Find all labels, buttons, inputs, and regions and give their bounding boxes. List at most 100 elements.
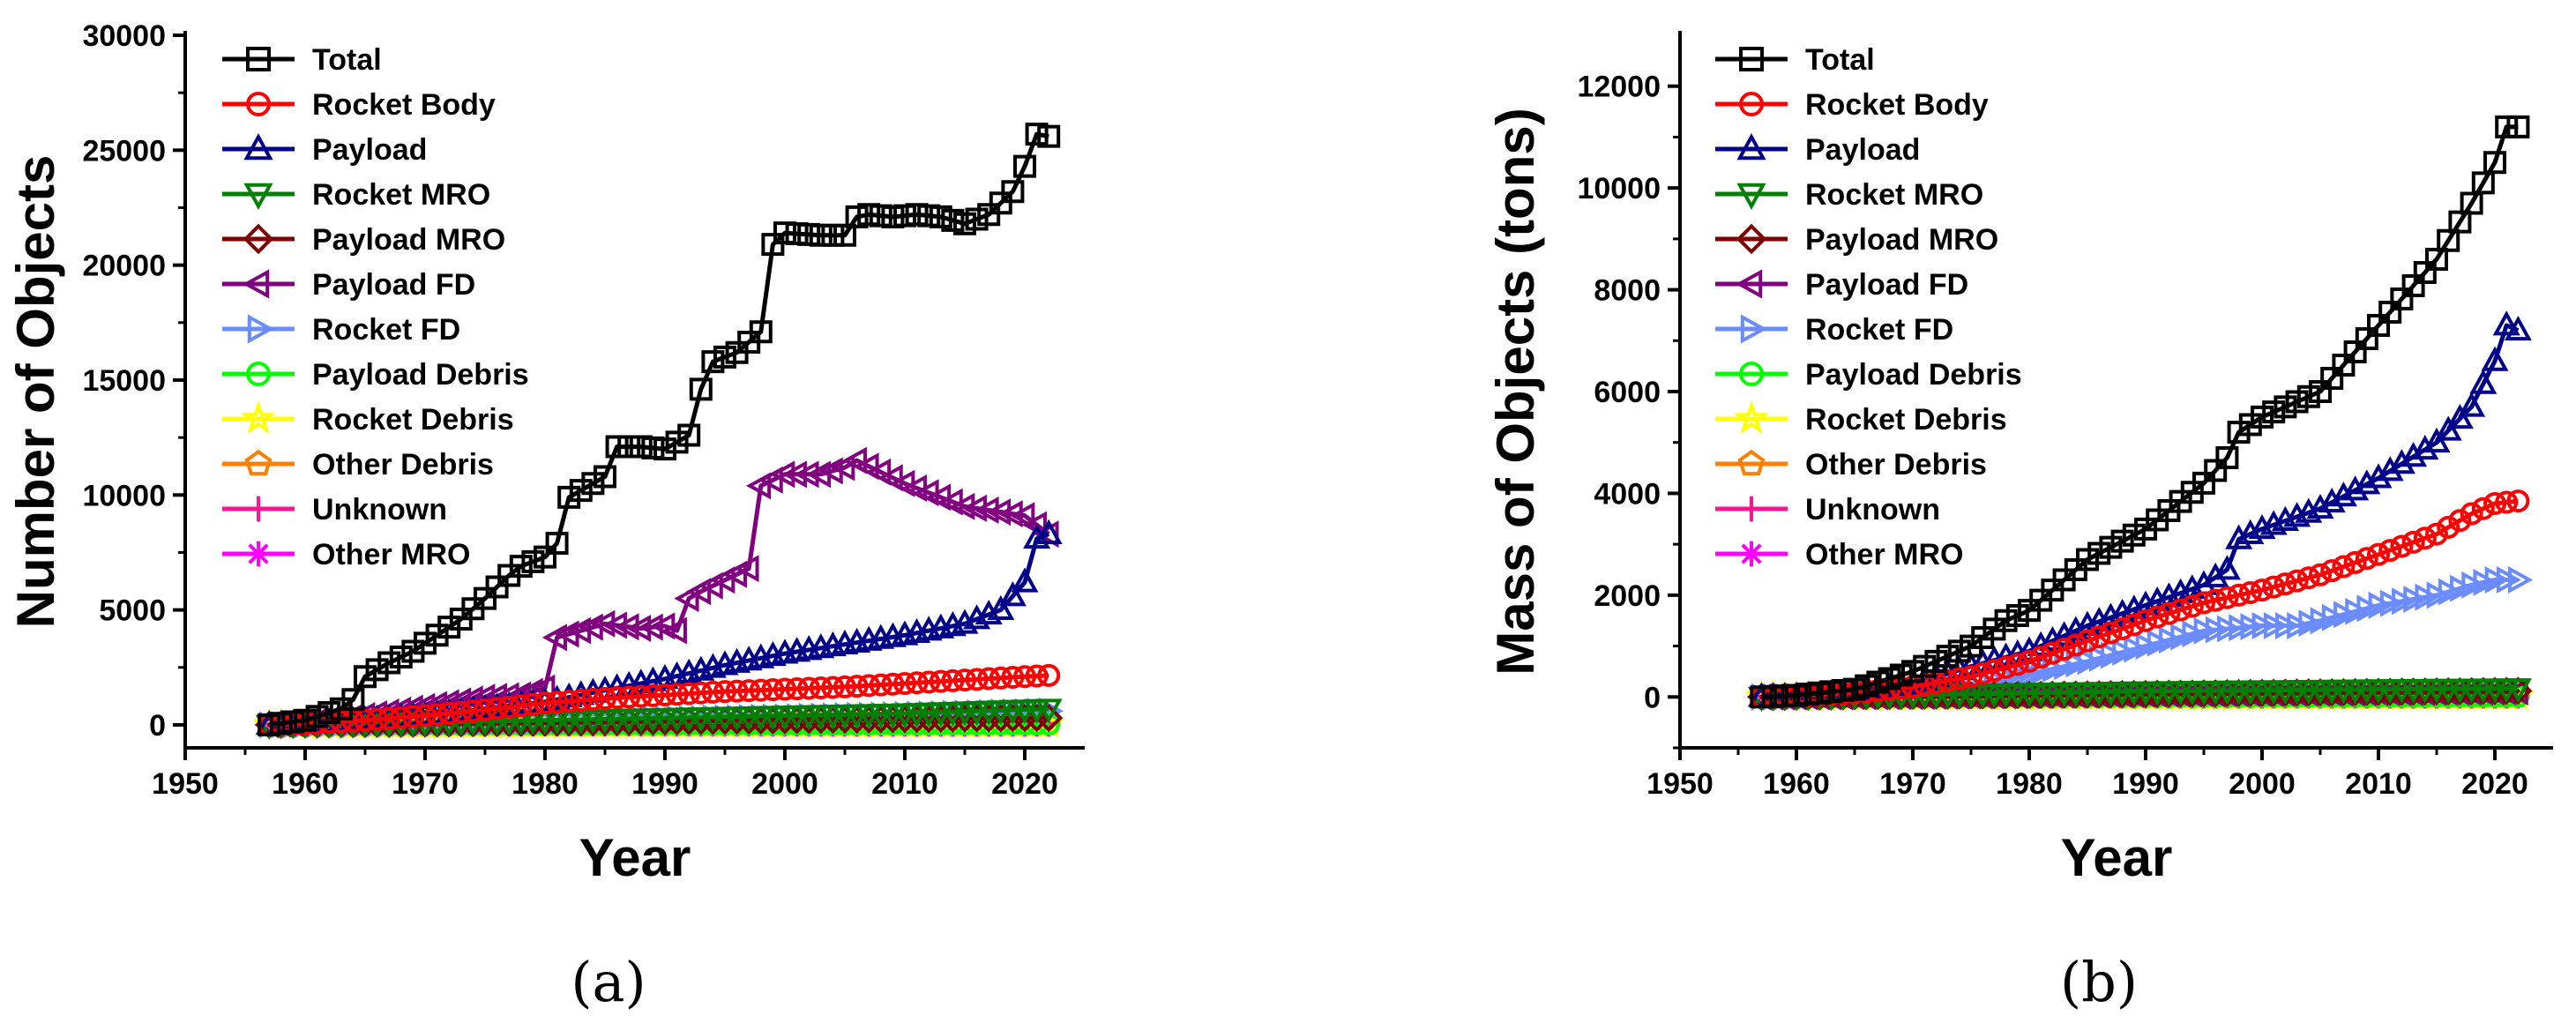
legend-item-other-mro: Other MRO: [222, 538, 470, 571]
data-point-rocket-body: [2390, 534, 2414, 558]
y-axis-title: Number of Objects: [6, 155, 65, 629]
data-point-rocket-body: [2262, 575, 2286, 599]
data-point-rocket-body: [905, 671, 929, 695]
data-point-payload: [2387, 449, 2415, 474]
data-point-rocket-body: [2192, 591, 2215, 615]
data-point-rocket-body: [1936, 668, 1960, 692]
data-point-payload: [2376, 456, 2404, 482]
data-point-rocket-fd: [2088, 644, 2115, 672]
legend-label: Rocket FD: [312, 313, 460, 347]
data-point-payload-fd: [770, 460, 795, 489]
data-point-rocket-fd: [2112, 638, 2138, 666]
data-point-rocket-fd: [2345, 597, 2371, 625]
data-point-rocket-body: [941, 668, 965, 692]
data-point-rocket-fd: [2321, 603, 2348, 631]
legend-item-other-debris: Other Debris: [222, 448, 494, 482]
x-axis-title: Year: [2061, 828, 2173, 887]
x-tick-label: 1990: [2112, 767, 2179, 801]
legend-label: Payload FD: [1805, 268, 1968, 302]
data-point-payload-fd: [985, 498, 1012, 526]
data-point-payload-fd: [950, 492, 975, 520]
data-point-rocket-body: [2157, 601, 2181, 625]
data-point-rocket-fd: [2077, 647, 2102, 676]
data-point-rocket-body: [2437, 515, 2460, 539]
data-point-rocket-body: [749, 678, 773, 702]
legend-item-rocket-fd: Rocket FD: [222, 313, 460, 347]
legend-marker-payload: [1736, 133, 1766, 161]
data-point-rocket-body: [2367, 542, 2390, 566]
data-point-rocket-body: [833, 675, 856, 698]
legend-label: Payload: [1805, 133, 1920, 167]
data-point-rocket-body: [2064, 633, 2087, 657]
data-point-rocket-body: [485, 697, 509, 721]
data-point-rocket-body: [1960, 665, 1982, 689]
data-point-rocket-fd: [2392, 587, 2417, 616]
data-point-rocket-body: [2204, 588, 2228, 612]
data-point-rocket-fd: [2251, 612, 2277, 639]
data-point-total: [2506, 115, 2530, 138]
data-point-rocket-body: [2332, 555, 2356, 579]
legend-marker-rocket-debris: [1733, 399, 1770, 435]
legend-marker-rocket-mro: [243, 183, 273, 210]
data-point-payload: [2318, 488, 2346, 513]
data-point-rocket-body: [365, 707, 389, 731]
data-point-total: [1001, 180, 1025, 204]
legend-marker-rocket-body: [1739, 92, 1764, 116]
data-point-payload-fd: [674, 585, 699, 613]
legend-label: Other MRO: [1805, 538, 1963, 571]
y-tick-label: 10000: [82, 479, 166, 512]
data-point-rocket-body: [509, 694, 533, 718]
legend-label: Payload: [312, 133, 427, 167]
data-point-rocket-fd: [2182, 620, 2207, 648]
data-point-total: [1037, 124, 1061, 148]
legend-item-rocket-fd: Rocket FD: [1715, 313, 1953, 347]
data-point-rocket-body: [737, 679, 761, 703]
series-total: [1750, 115, 2530, 709]
data-point-payload: [2434, 415, 2462, 441]
data-point-payload-fd: [830, 453, 855, 482]
data-point-payload: [2469, 369, 2498, 394]
data-point-rocket-body: [785, 677, 809, 701]
y-tick-label: 20000: [82, 250, 166, 283]
x-tick-label: 2020: [2461, 767, 2528, 801]
y-tick-label: 6000: [1594, 376, 1661, 409]
legend-item-other-mro: Other MRO: [1715, 538, 1963, 571]
data-point-rocket-body: [2401, 530, 2425, 554]
data-point-rocket-fd: [2298, 609, 2324, 638]
data-point-rocket-body: [869, 673, 892, 697]
data-point-rocket-body: [341, 709, 365, 733]
series-line-payload: [1761, 323, 2520, 699]
data-point-rocket-body: [1982, 659, 2006, 683]
y-tick-label: 10000: [1577, 172, 1661, 205]
data-point-rocket-fd: [2193, 616, 2219, 645]
data-point-rocket-body: [354, 708, 377, 732]
data-point-rocket-body: [2483, 491, 2506, 515]
data-point-rocket-body: [2309, 563, 2332, 586]
y-tick-label: 5000: [99, 594, 166, 628]
legend-marker-payload-mro: [243, 223, 274, 255]
legend-label: Payload Debris: [312, 358, 529, 392]
data-point-rocket-body: [2029, 646, 2053, 669]
data-point-rocket-body: [2134, 609, 2157, 632]
data-point-rocket-fd: [2426, 581, 2452, 609]
data-point-rocket-body: [2425, 522, 2448, 546]
data-point-rocket-body: [2110, 616, 2134, 640]
data-point-rocket-body: [2285, 569, 2309, 593]
data-point-rocket-body: [917, 670, 941, 694]
data-point-rocket-body: [2378, 539, 2402, 563]
x-tick-label: 1980: [511, 767, 579, 801]
data-point-payload-fd: [661, 616, 687, 645]
data-point-rocket-fd: [2147, 629, 2173, 657]
data-point-rocket-body: [557, 690, 581, 713]
y-tick-label: 2000: [1594, 579, 1661, 613]
data-point-rocket-body: [2296, 566, 2320, 590]
data-point-rocket-fd: [2333, 601, 2359, 629]
data-point-rocket-body: [929, 669, 952, 693]
data-point-total: [929, 205, 952, 228]
data-point-rocket-body: [773, 677, 796, 701]
legend-label: Payload MRO: [312, 223, 505, 257]
data-point-rocket-body: [2238, 580, 2262, 604]
series-group: [1744, 115, 2535, 713]
data-point-rocket-body: [2052, 638, 2076, 661]
